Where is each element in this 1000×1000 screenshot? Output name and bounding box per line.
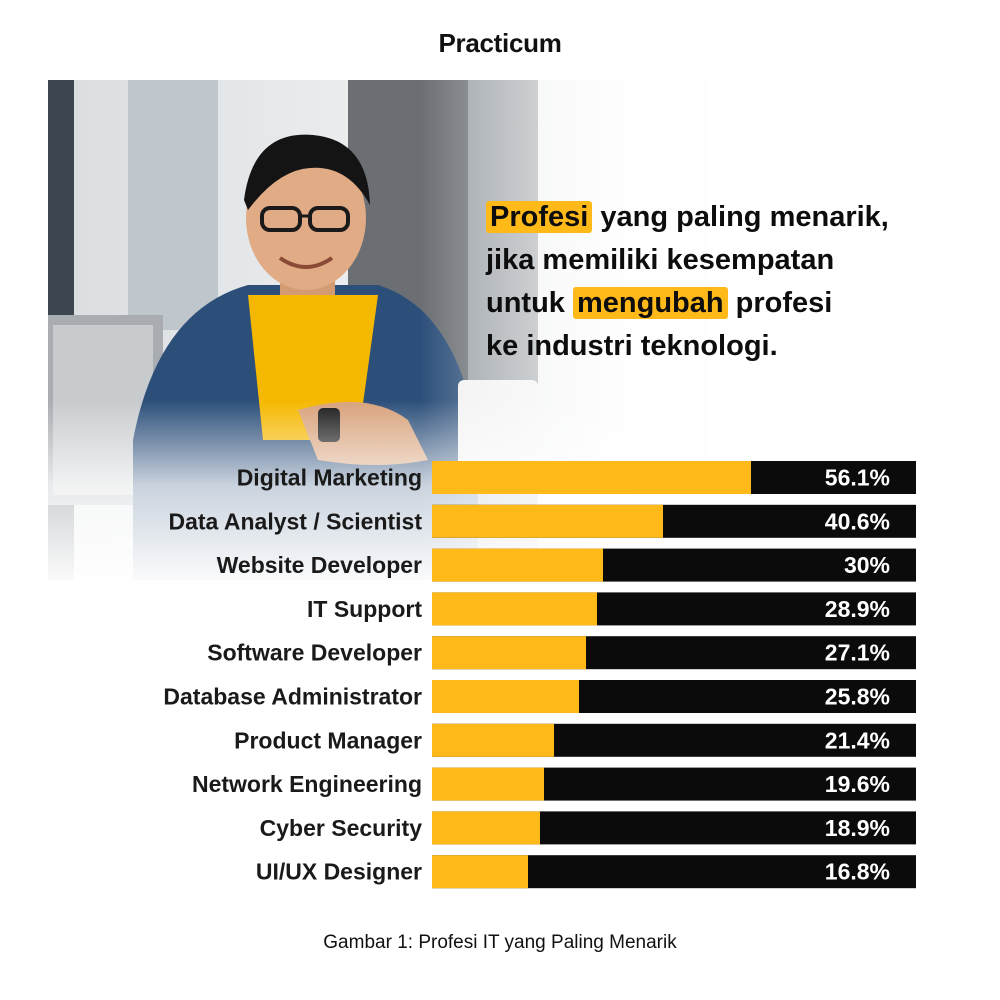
bar-row: Software Developer 27.1%: [207, 636, 916, 670]
bar-row: Network Engineering 19.6%: [192, 767, 916, 801]
value-label: 40.6%: [825, 508, 890, 534]
figure-caption: Gambar 1: Profesi IT yang Paling Menarik: [323, 932, 677, 953]
headline: Profesi yang paling menarik, jika memili…: [486, 196, 966, 368]
headline-highlight-mengubah: mengubah: [573, 287, 728, 319]
bar-track: [432, 723, 916, 757]
bar-track: [432, 855, 916, 889]
category-label: Network Engineering: [192, 771, 422, 797]
value-label: 27.1%: [825, 640, 890, 666]
bar-fill: [432, 636, 586, 670]
bar-row: Database Administrator 25.8%: [163, 680, 916, 713]
bar-fill: [432, 855, 528, 889]
headline-line-1-rest: yang paling menarik,: [592, 201, 889, 233]
value-label: 30%: [844, 552, 890, 578]
value-label: 28.9%: [825, 596, 890, 622]
value-label: 25.8%: [825, 684, 890, 710]
brand-logo-text: Practicum: [438, 28, 562, 58]
bar-fill: [432, 811, 540, 845]
bar-fill: [432, 723, 554, 757]
headline-line-1: Profesi yang paling menarik,: [486, 196, 966, 239]
headline-line-3: untuk mengubah profesi: [486, 282, 966, 325]
headline-line-4: ke industri teknologi.: [486, 330, 778, 362]
category-label: Database Administrator: [163, 684, 422, 710]
headline-line-3-end: profesi: [727, 287, 833, 319]
bar-row: Product Manager 21.4%: [234, 723, 916, 757]
bar-fill: [432, 680, 579, 713]
category-label: IT Support: [307, 596, 422, 622]
bar-track: [432, 636, 916, 670]
photo-fade-bottom: [48, 400, 748, 590]
bar-track: [432, 811, 916, 845]
bar-track: [432, 592, 916, 626]
headline-line-2: jika memiliki kesempatan: [486, 244, 835, 276]
category-label: Product Manager: [234, 727, 422, 753]
headline-line-3-start: untuk: [486, 287, 573, 319]
headline-highlight-profesi: Profesi: [486, 201, 593, 233]
category-label: UI/UX Designer: [256, 859, 422, 885]
value-label: 18.9%: [825, 815, 890, 841]
bar-track: [432, 767, 916, 801]
category-label: Software Developer: [207, 640, 422, 666]
value-label: 21.4%: [825, 727, 890, 753]
bar-row: IT Support 28.9%: [307, 592, 916, 626]
bar-row: Cyber Security 18.9%: [260, 811, 916, 845]
bar-track: [432, 680, 916, 713]
value-label: 19.6%: [825, 771, 890, 797]
bar-fill: [432, 767, 544, 801]
bar-fill: [432, 592, 597, 626]
value-label: 56.1%: [825, 465, 890, 491]
bar-row: UI/UX Designer 16.8%: [256, 855, 916, 889]
category-label: Cyber Security: [260, 815, 423, 841]
value-label: 16.8%: [825, 859, 890, 885]
